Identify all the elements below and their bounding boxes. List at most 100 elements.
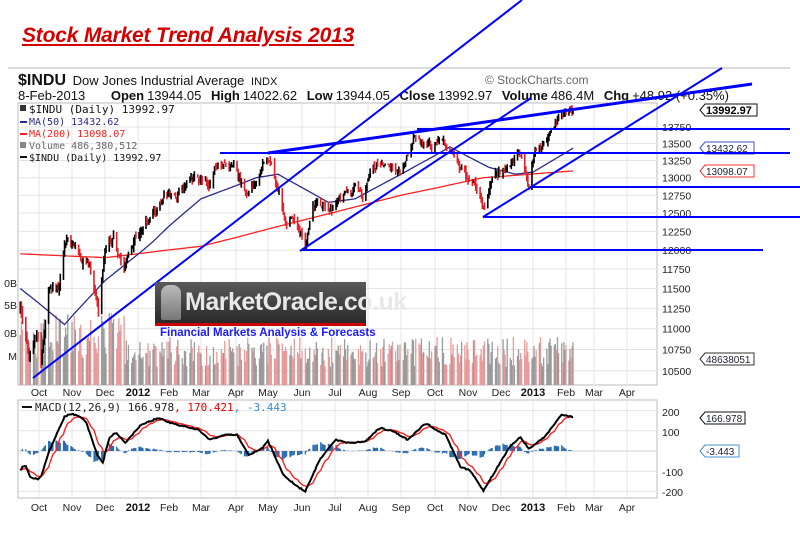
macd-tick-label: -100 bbox=[662, 467, 683, 479]
price-tick-label: 12250 bbox=[662, 226, 691, 238]
x-axis-label: 2013 bbox=[521, 502, 545, 514]
x-axis-label: 2012 bbox=[126, 502, 150, 514]
x-axis-label: Apr bbox=[228, 387, 245, 399]
close-value: 13992.97 bbox=[438, 88, 492, 103]
price-tick-label: 12750 bbox=[662, 190, 691, 202]
volume-tick-label: 0B bbox=[4, 278, 17, 290]
trendline-resistance bbox=[267, 82, 753, 155]
price-tick-label: 11750 bbox=[662, 264, 691, 276]
trendline-annotations bbox=[32, 0, 800, 379]
quote-date: 8-Feb-2013 bbox=[18, 88, 85, 103]
price-tick-label: 12000 bbox=[662, 245, 691, 257]
volume-tick-label: 0B bbox=[4, 328, 17, 340]
x-axis-label: Apr bbox=[619, 502, 636, 514]
macd-title-signal: , 170.421 bbox=[174, 401, 234, 414]
price-tick-label: 13000 bbox=[662, 173, 691, 185]
macd-title-hist: , -3.443 bbox=[234, 401, 287, 414]
index-name: Dow Jones Industrial Average bbox=[73, 73, 245, 88]
x-axis-label: Oct bbox=[427, 502, 443, 514]
price-tick-label: 10500 bbox=[662, 366, 691, 378]
macd-line bbox=[19, 412, 574, 494]
price-legend: $INDU (Daily) 13992.97 MA(50) 13432.62 M… bbox=[20, 103, 175, 164]
x-axis-label: May bbox=[258, 387, 279, 399]
x-axis-label: Feb bbox=[160, 387, 178, 399]
x-axis-label: Jun bbox=[294, 502, 311, 514]
price-tick-label: 11000 bbox=[662, 324, 691, 336]
macd-title: MACD(12,26,9) 166.978, 170.421, -3.443 bbox=[35, 401, 287, 414]
price-tick-label: 13250 bbox=[662, 155, 691, 167]
chart-header: $INDU Dow Jones Industrial Average INDX bbox=[18, 72, 278, 89]
x-axis-label: Jul bbox=[328, 387, 341, 399]
legend-ma50: MA(50) 13432.62 bbox=[29, 117, 119, 128]
x-axis-label: Jul bbox=[328, 502, 341, 514]
price-tick-label: 11500 bbox=[662, 284, 691, 296]
volume-value: 486.4M bbox=[551, 88, 594, 103]
tag-hist: -3.443 bbox=[706, 447, 735, 458]
macd-tick-label: 200 bbox=[662, 407, 680, 419]
x-axis-label: 2012 bbox=[126, 387, 150, 399]
x-axis-label: Feb bbox=[557, 502, 575, 514]
x-axis-label: Nov bbox=[63, 502, 82, 514]
tag-price: 13992.97 bbox=[706, 105, 752, 117]
copyright: © StockCharts.com bbox=[485, 73, 589, 87]
legend-price: $INDU (Daily) 13992.97 bbox=[29, 103, 175, 116]
x-axis-label: Apr bbox=[619, 387, 636, 399]
x-axis-label: Dec bbox=[96, 387, 115, 399]
x-axis-label: Dec bbox=[96, 502, 115, 514]
x-axis-label: Sep bbox=[392, 387, 411, 399]
logo-tagline: Financial Markets Analysis & Forecasts bbox=[160, 327, 376, 339]
x-axis-label: Feb bbox=[160, 502, 178, 514]
x-axis-label: Nov bbox=[63, 387, 82, 399]
x-axis-label: Mar bbox=[192, 387, 211, 399]
legend-price-line: $INDU (Daily) 13992.97 bbox=[29, 153, 161, 164]
volume-tick-label: 5B bbox=[4, 300, 17, 312]
x-axis-label: Oct bbox=[31, 387, 47, 399]
ohlc-icon bbox=[20, 105, 26, 111]
x-axis-label: Nov bbox=[459, 387, 478, 399]
tag-macd: 166.978 bbox=[706, 414, 743, 425]
volume-tick-label: M bbox=[8, 351, 17, 363]
macd-title-name: MACD(12,26,9) 166.978 bbox=[35, 401, 174, 414]
x-axis-label: Oct bbox=[31, 502, 47, 514]
high-value: 14022.62 bbox=[243, 88, 297, 103]
x-axis-label: Aug bbox=[359, 502, 378, 514]
macd-tick-label: -200 bbox=[662, 487, 683, 499]
macd-signal-line bbox=[20, 415, 574, 488]
tag-ma200: 13098.07 bbox=[706, 167, 748, 178]
x-axis-label: Oct bbox=[427, 387, 443, 399]
x-axis-label: Dec bbox=[492, 502, 511, 514]
macd-tick-label: 100 bbox=[662, 427, 680, 439]
x-axis-label: Nov bbox=[459, 502, 478, 514]
price-tick-label: 10750 bbox=[662, 345, 691, 357]
low-value: 13944.05 bbox=[336, 88, 390, 103]
legend-volume: Volume 486,380,512 bbox=[29, 141, 137, 152]
x-axis-label: Sep bbox=[392, 502, 411, 514]
x-axis-label: Feb bbox=[557, 387, 575, 399]
x-axis-label: Dec bbox=[492, 387, 511, 399]
price-tick-label: 13500 bbox=[662, 139, 691, 151]
x-axis-label: May bbox=[258, 502, 279, 514]
price-bars bbox=[19, 105, 574, 369]
statue-icon bbox=[161, 285, 181, 320]
trendline-primary-support bbox=[32, 0, 523, 379]
logo-text: MarketOracle.co.uk bbox=[185, 288, 407, 316]
volume-bars bbox=[19, 313, 574, 385]
macd-group bbox=[19, 412, 574, 494]
ma50-group bbox=[19, 146, 574, 326]
x-axis-label: Aug bbox=[359, 387, 378, 399]
x-axis-label: Mar bbox=[585, 502, 604, 514]
x-axis-label: Mar bbox=[192, 502, 211, 514]
quote-row: 8-Feb-2013 Open 13944.05 High 14022.62 Low… bbox=[18, 88, 729, 103]
tag-volume: 48638051 bbox=[706, 355, 751, 366]
legend-ma200: MA(200) 13098.07 bbox=[29, 129, 125, 140]
price-tick-label: 11250 bbox=[662, 303, 691, 315]
exchange: INDX bbox=[251, 76, 278, 88]
symbol: $INDU bbox=[18, 72, 66, 89]
volume-icon bbox=[20, 142, 26, 148]
macd-legend: MACD(12,26,9) 166.978, 170.421, -3.443 bbox=[22, 401, 287, 414]
x-axis-label: Jun bbox=[294, 387, 311, 399]
x-axis-label: Apr bbox=[228, 502, 245, 514]
ma50-line bbox=[19, 146, 574, 326]
value-tags: 13992.97 13432.62 13098.07 48638051 166.… bbox=[699, 103, 758, 458]
